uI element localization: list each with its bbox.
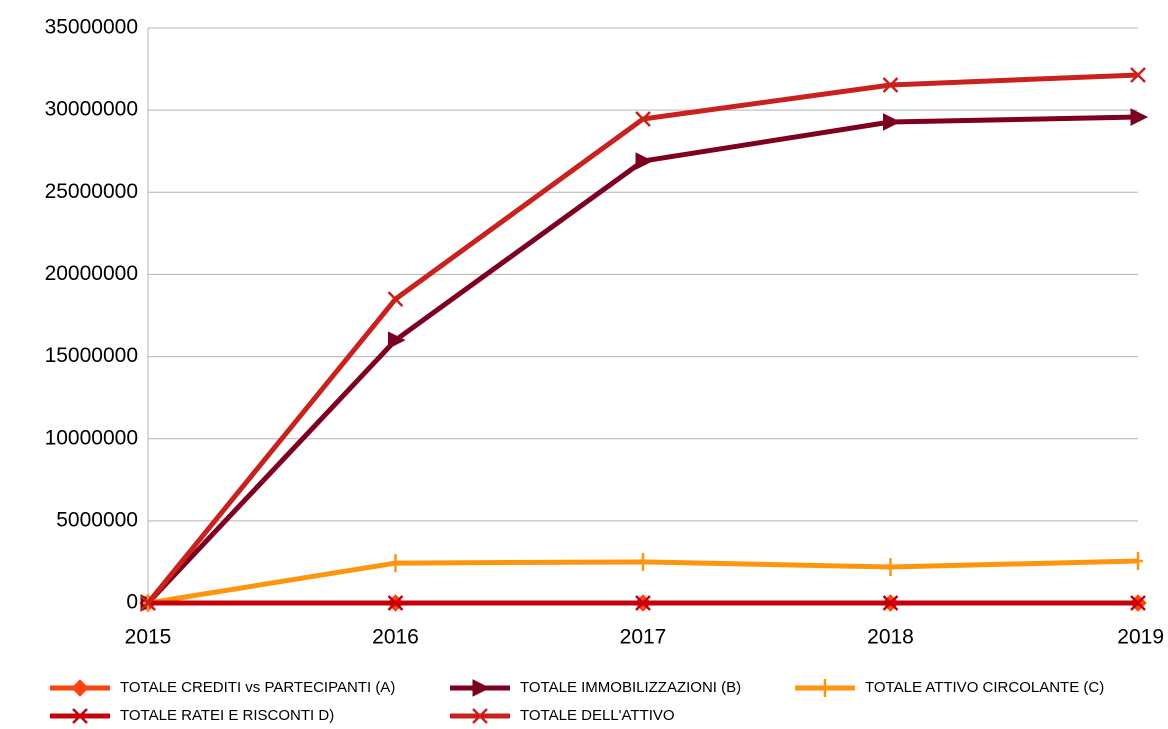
x-tick-label: 2018 — [867, 626, 914, 649]
y-tick-label: 30000000 — [45, 98, 138, 121]
legend-label: TOTALE IMMOBILIZZAZIONI (B) — [520, 679, 741, 696]
marker — [638, 552, 648, 571]
marker — [820, 679, 830, 697]
legend-label: TOTALE ATTIVO CIRCOLANTE (C) — [865, 679, 1104, 696]
marker — [387, 595, 404, 611]
marker — [140, 595, 156, 611]
y-tick-label: 0 — [126, 591, 138, 614]
marker — [635, 111, 651, 127]
y-tick-label: 25000000 — [45, 180, 138, 203]
marker — [1130, 108, 1149, 126]
y-tick-label: 5000000 — [56, 508, 138, 531]
marker — [635, 595, 651, 611]
marker — [1130, 67, 1146, 83]
marker — [388, 331, 406, 349]
marker — [882, 595, 899, 611]
legend-label: TOTALE CREDITI vs PARTECIPANTI (A) — [120, 679, 395, 696]
marker — [1133, 551, 1143, 570]
marker — [635, 152, 654, 170]
marker — [885, 558, 896, 577]
marker — [387, 291, 404, 307]
marker — [883, 113, 901, 131]
marker — [882, 77, 899, 93]
y-tick-label: 35000000 — [45, 16, 138, 39]
marker — [472, 708, 488, 724]
x-tick-label: 2017 — [620, 626, 667, 649]
y-tick-label: 20000000 — [45, 262, 138, 285]
marker — [71, 679, 89, 697]
y-tick-label: 10000000 — [45, 426, 138, 449]
marker — [472, 679, 491, 697]
series-line — [146, 72, 1139, 605]
legend-label: TOTALE RATEI E RISCONTI D) — [120, 707, 334, 724]
y-tick-label: 15000000 — [45, 344, 138, 367]
marker — [1130, 595, 1146, 611]
x-tick-label: 2015 — [125, 626, 172, 649]
marker — [390, 554, 401, 573]
x-tick-label: 2016 — [372, 626, 419, 649]
series-line — [146, 114, 1139, 605]
x-tick-label: 2019 — [1117, 626, 1164, 649]
legend-label: TOTALE DELL'ATTIVO — [520, 707, 675, 724]
marker — [72, 708, 88, 724]
